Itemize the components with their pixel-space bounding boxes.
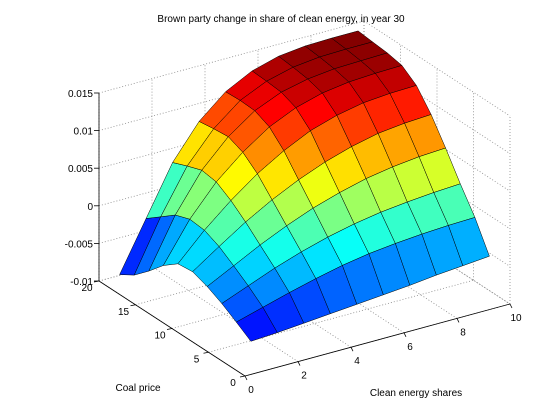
y-tick-label: 0 [230,378,236,389]
x-tick [244,375,248,381]
y-tick-label: 5 [194,354,200,365]
x-tick-label: 10 [510,313,522,324]
back-wall-grid-z [98,20,365,94]
x-tick-label: 4 [354,356,360,367]
z-tick-label: 0.005 [68,164,93,175]
x-tick-label: 6 [407,342,413,353]
chart-title: Brown party change in share of clean ene… [157,14,405,25]
x-tick [350,347,354,352]
x-tick [297,361,301,366]
x-tick [456,318,460,323]
label-layer: Brown party change in share of clean ene… [65,14,522,399]
surface-layer [119,30,490,342]
axis-layer [93,92,513,381]
surface-patch [448,217,490,266]
z-tick-label: 0.015 [68,89,93,100]
y-tick [239,375,246,378]
x-axis-line [244,303,511,377]
y-tick [203,351,209,354]
x-tick-label: 0 [248,385,254,396]
side-wall-grid-z [363,20,511,117]
z-tick-label: 0 [87,202,93,213]
y-tick [130,304,136,307]
y-tick-label: 10 [154,331,166,342]
y-tick-label: 15 [118,307,130,318]
y-axis-label: Coal price [115,383,160,394]
y-tick-label: 20 [81,283,93,294]
x-tick [509,303,513,309]
x-axis-label: Clean energy shares [370,388,462,399]
y-tick [166,328,173,330]
x-tick-label: 8 [460,327,466,338]
z-tick-label: 0.01 [74,127,94,138]
side-wall-grid-z [363,58,511,154]
z-tick-label: -0.01 [70,277,93,288]
x-tick-label: 2 [301,371,307,382]
z-tick-label: -0.005 [65,239,94,250]
x-tick [403,332,407,337]
